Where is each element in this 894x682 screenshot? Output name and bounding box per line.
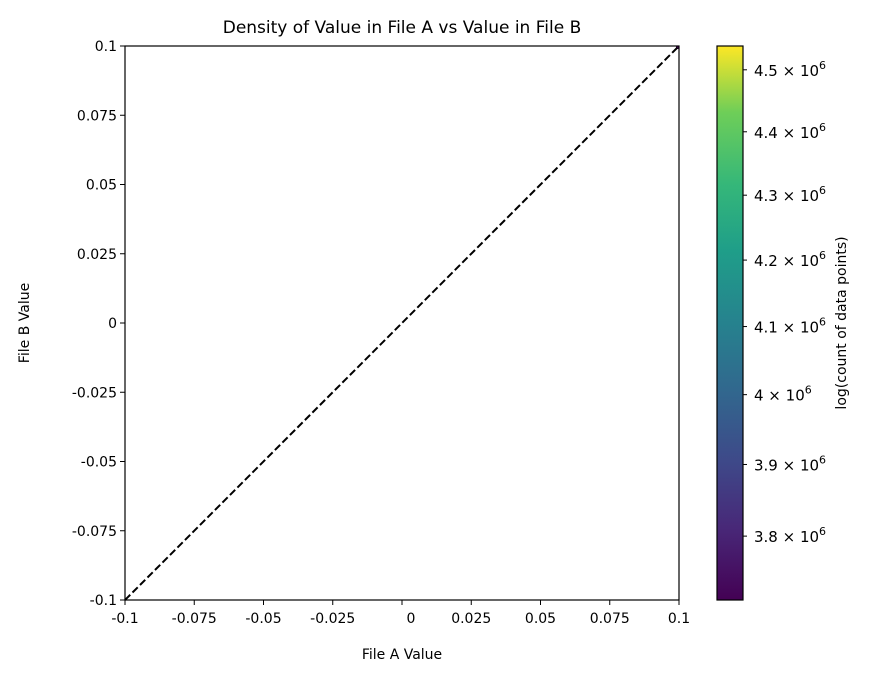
x-tick-label: -0.1: [111, 611, 138, 627]
x-tick-label: -0.025: [310, 611, 355, 627]
y-tick-label: 0: [108, 316, 117, 332]
diagonal-reference-line: [124, 45, 680, 601]
x-tick-label: 0.075: [590, 611, 630, 627]
chart-title: Density of Value in File A vs Value in F…: [223, 18, 582, 38]
y-axis-label: File B Value: [17, 283, 33, 363]
colorbar: 3.8 × 106 3.9 × 106 4 × 106 4.1 × 106 4.2 × …: [716, 45, 826, 601]
y-tick-label: -0.1: [90, 593, 117, 609]
x-tick-label: -0.075: [172, 611, 217, 627]
colorbar-tick-label: 3.8 × 106: [754, 525, 826, 546]
y-tick-label: -0.075: [72, 524, 117, 540]
x-tick-label: 0: [407, 611, 416, 627]
colorbar-tick-label: 4.2 × 106: [754, 249, 826, 270]
y-tick-label: -0.025: [72, 385, 117, 401]
y-tick-label: 0.025: [77, 247, 117, 263]
colorbar-tick-label: 4.5 × 106: [754, 59, 826, 80]
x-tick-label: 0.025: [451, 611, 491, 627]
x-tick-label: 0.05: [525, 611, 556, 627]
colorbar-gradient: [716, 45, 744, 601]
colorbar-tick-label: 4.3 × 106: [754, 184, 826, 205]
colorbar-tick-label: 4 × 106: [754, 384, 812, 405]
x-axis-label: File A Value: [362, 647, 442, 663]
x-tick-label: -0.05: [245, 611, 281, 627]
colorbar-tick-label: 4.1 × 106: [754, 316, 826, 337]
y-tick-label: -0.05: [81, 455, 117, 471]
y-tick-label: 0.05: [86, 178, 117, 194]
x-tick-label: 0.1: [668, 611, 690, 627]
colorbar-tick-label: 4.4 × 106: [754, 121, 826, 142]
density-cell: [676, 46, 679, 49]
plot-area: -0.1 -0.075 -0.05 -0.025 0 0.025 0.05 0.075 0.1 -…: [72, 39, 690, 627]
colorbar-tick-label: 3.9 × 106: [754, 453, 826, 474]
y-tick-label: 0.075: [77, 108, 117, 124]
y-tick-label: 0.1: [95, 39, 117, 55]
colorbar-label: log(count of data points): [834, 236, 850, 409]
